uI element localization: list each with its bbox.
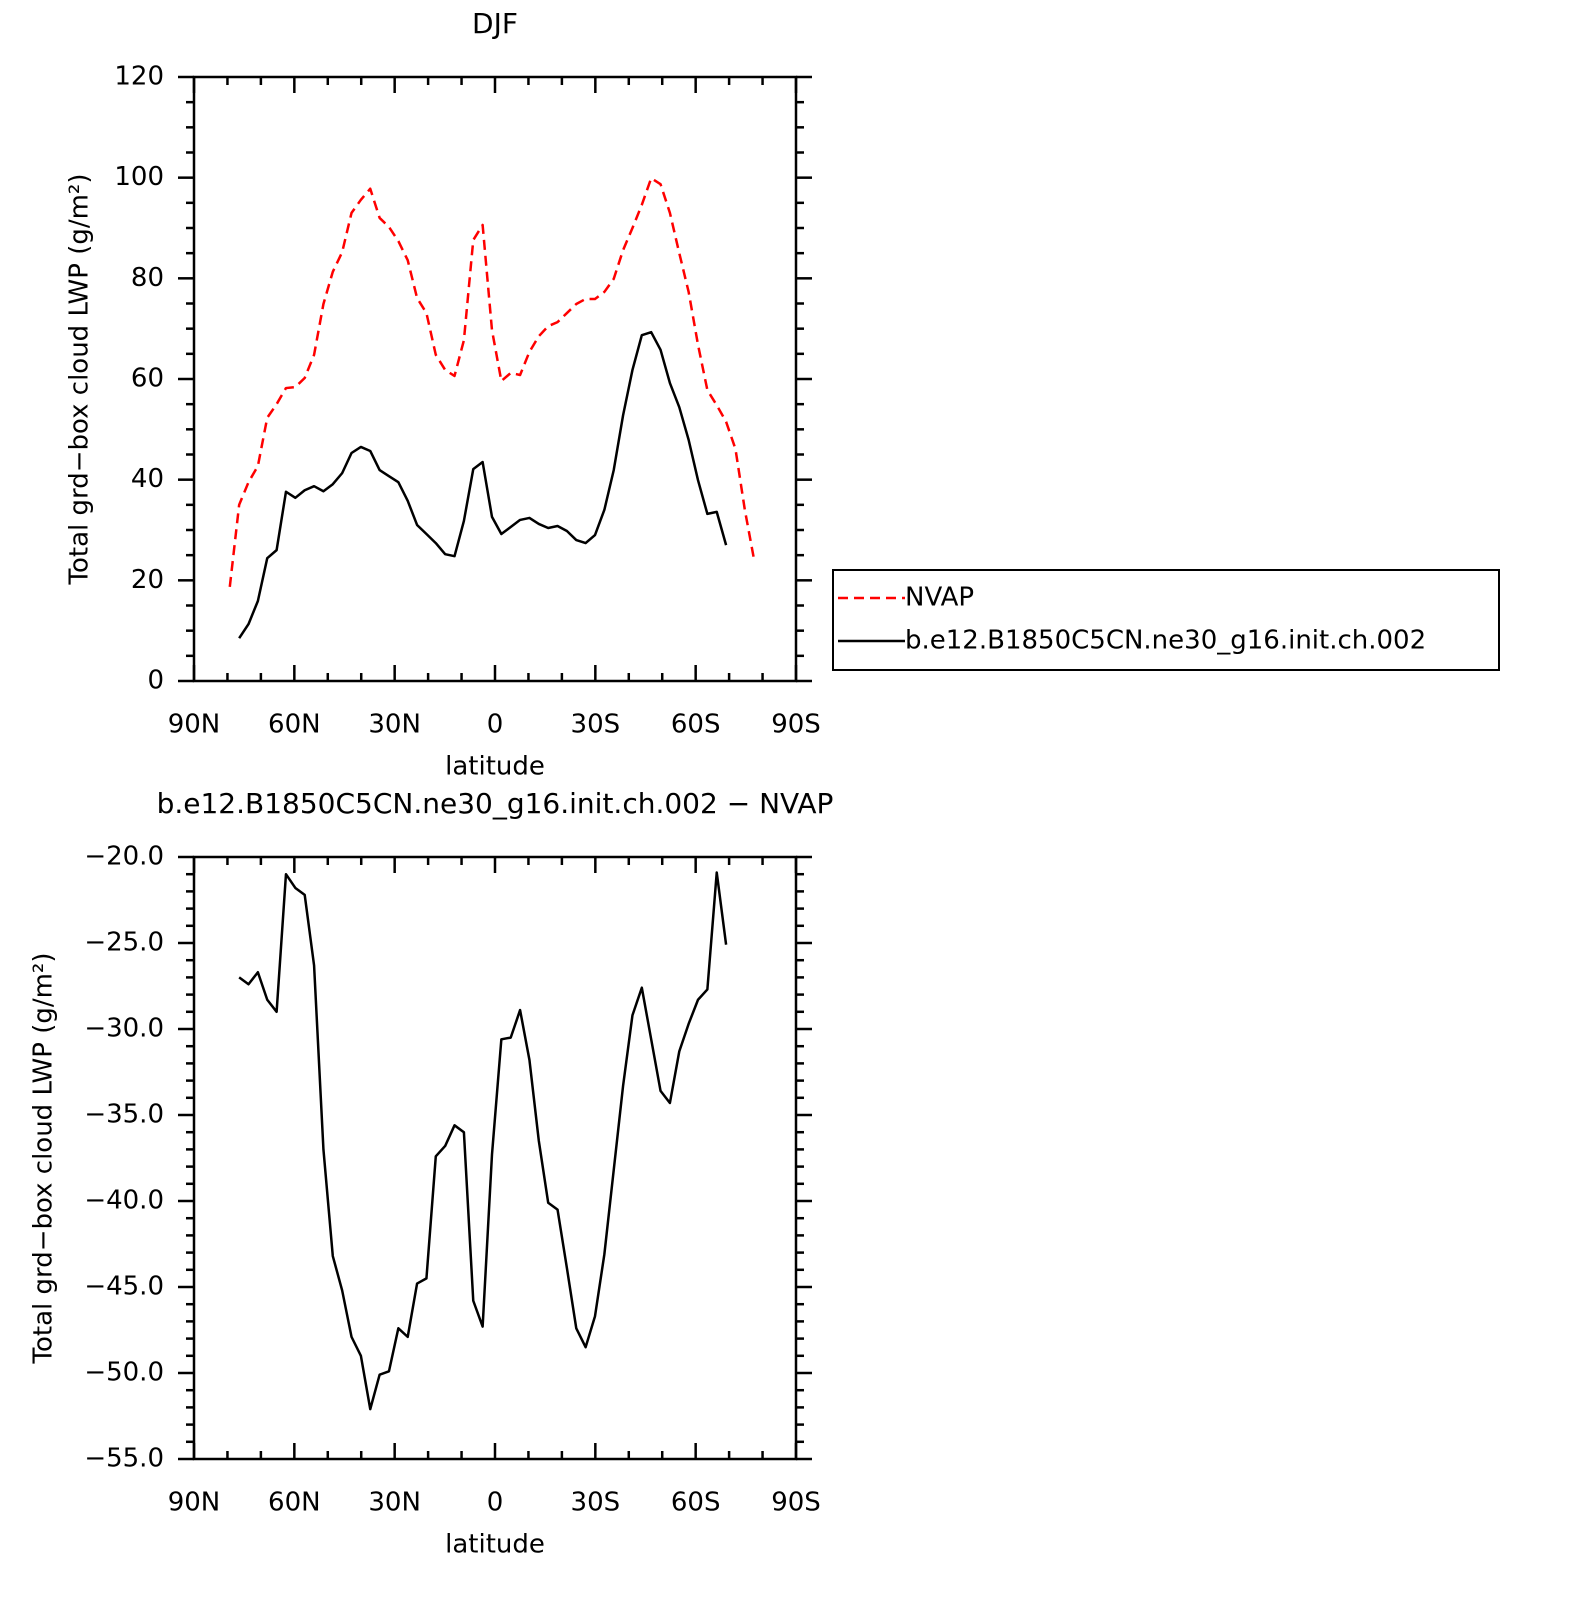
- x-tick-label: 60N: [268, 710, 321, 740]
- y-tick-label: 120: [114, 62, 164, 92]
- y-tick-label: 60: [131, 364, 164, 394]
- y-tick-label: 100: [114, 162, 164, 192]
- x-tick-label: 30N: [368, 710, 421, 740]
- y-tick-label: −25.0: [84, 928, 164, 958]
- chart-title: DJF: [472, 7, 518, 40]
- y-axis-label: Total grd−box cloud LWP (g/m²): [29, 953, 59, 1365]
- y-tick-label: −35.0: [84, 1100, 164, 1130]
- x-tick-label: 90S: [771, 1488, 821, 1518]
- y-axis-label: Total grd−box cloud LWP (g/m²): [65, 174, 95, 586]
- x-tick-label: 60N: [268, 1488, 321, 1518]
- legend-label: NVAP: [905, 583, 974, 613]
- x-tick-label: 30S: [571, 710, 621, 740]
- y-tick-label: −55.0: [84, 1444, 164, 1474]
- legend-box: [832, 569, 1500, 671]
- x-tick-label: 30N: [368, 1488, 421, 1518]
- legend-label: b.e12.B1850C5CN.ne30_g16.init.ch.002: [905, 626, 1426, 656]
- y-tick-label: 20: [131, 565, 164, 595]
- x-tick-label: 90N: [168, 1488, 221, 1518]
- y-tick-label: −30.0: [84, 1014, 164, 1044]
- y-tick-label: 0: [147, 666, 164, 696]
- series-line: [238, 871, 728, 1411]
- x-tick-label: 90S: [771, 710, 821, 740]
- chart-title: b.e12.B1850C5CN.ne30_g16.init.ch.002 − N…: [157, 787, 834, 820]
- y-tick-label: 80: [131, 263, 164, 293]
- series-line: [228, 176, 756, 588]
- x-axis-label: latitude: [445, 1530, 545, 1560]
- x-tick-label: 30S: [571, 1488, 621, 1518]
- y-tick-label: −40.0: [84, 1186, 164, 1216]
- x-tick-label: 0: [487, 710, 504, 740]
- series-line: [238, 330, 728, 639]
- x-tick-label: 90N: [168, 710, 221, 740]
- y-tick-label: −20.0: [84, 842, 164, 872]
- y-tick-label: −50.0: [84, 1358, 164, 1388]
- plot-frame: [192, 855, 798, 1461]
- x-tick-label: 0: [487, 1488, 504, 1518]
- x-axis-label: latitude: [445, 752, 545, 782]
- x-tick-label: 60S: [671, 710, 721, 740]
- y-tick-label: −45.0: [84, 1272, 164, 1302]
- y-tick-label: 40: [131, 464, 164, 494]
- x-tick-label: 60S: [671, 1488, 721, 1518]
